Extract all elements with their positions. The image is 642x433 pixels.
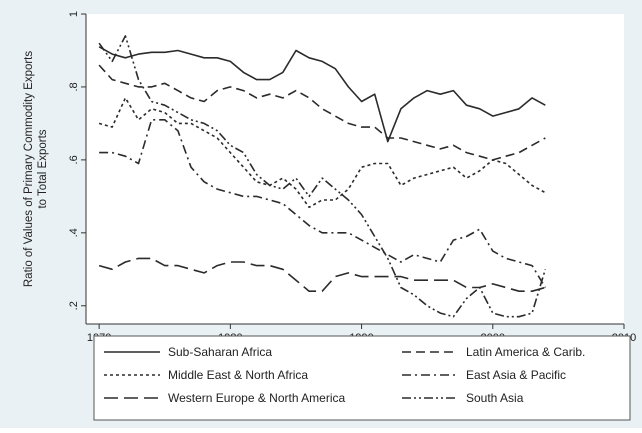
legend-label-south-asia: South Asia xyxy=(466,391,524,405)
legend-label-latin-america-carib: Latin America & Carib. xyxy=(466,345,585,359)
y-tick-label: .8 xyxy=(68,82,80,91)
y-tick-label: 1 xyxy=(68,11,80,17)
plot-area xyxy=(86,14,624,324)
series-line-south-asia xyxy=(98,35,547,318)
legend-label-western-europe-north-america: Western Europe & North America xyxy=(168,391,346,405)
series-line-sub-saharan-africa xyxy=(98,46,546,143)
legend-label-middle-east-north-africa: Middle East & North Africa xyxy=(168,368,308,382)
y-tick-label: .2 xyxy=(68,301,80,310)
series-line-latin-america-carib xyxy=(98,64,546,161)
legend-box xyxy=(93,335,631,421)
legend-label-east-asia-pacific: East Asia & Pacific xyxy=(466,368,566,382)
y-tick-label: .4 xyxy=(68,228,80,237)
y-tick-label: .6 xyxy=(68,155,80,164)
series-line-western-europe-north-america xyxy=(98,257,546,292)
y-axis-label: Ratio of Values of Primary Commodity Exp… xyxy=(23,51,35,288)
y-axis-label: to Total Exports xyxy=(37,129,49,208)
series-line-east-asia-pacific xyxy=(99,119,546,288)
legend-label-sub-saharan-africa: Sub-Saharan Africa xyxy=(168,345,272,359)
